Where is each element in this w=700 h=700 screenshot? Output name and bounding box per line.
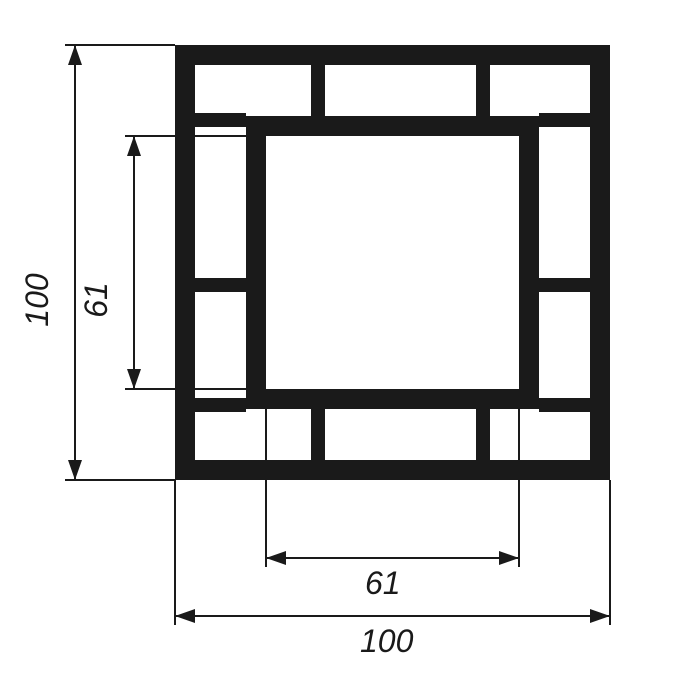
arrowhead-icon bbox=[499, 551, 519, 565]
arrowhead-icon bbox=[266, 551, 286, 565]
arrowhead-icon bbox=[68, 460, 82, 480]
arrowhead-icon bbox=[590, 609, 610, 623]
arrowhead-icon bbox=[175, 609, 195, 623]
dimension-label: 61 bbox=[365, 565, 401, 601]
arrowhead-icon bbox=[68, 45, 82, 65]
engineering-drawing: 100 61 100 61 bbox=[0, 0, 700, 700]
dimension-label: 100 bbox=[360, 623, 414, 659]
profile-section bbox=[175, 45, 610, 480]
arrowhead-icon bbox=[127, 136, 141, 156]
dimension-height-100: 100 bbox=[19, 45, 175, 480]
dimension-label: 61 bbox=[78, 282, 114, 318]
arrowhead-icon bbox=[127, 369, 141, 389]
dimension-label: 100 bbox=[19, 273, 55, 327]
dimension-height-61: 61 bbox=[78, 136, 266, 389]
